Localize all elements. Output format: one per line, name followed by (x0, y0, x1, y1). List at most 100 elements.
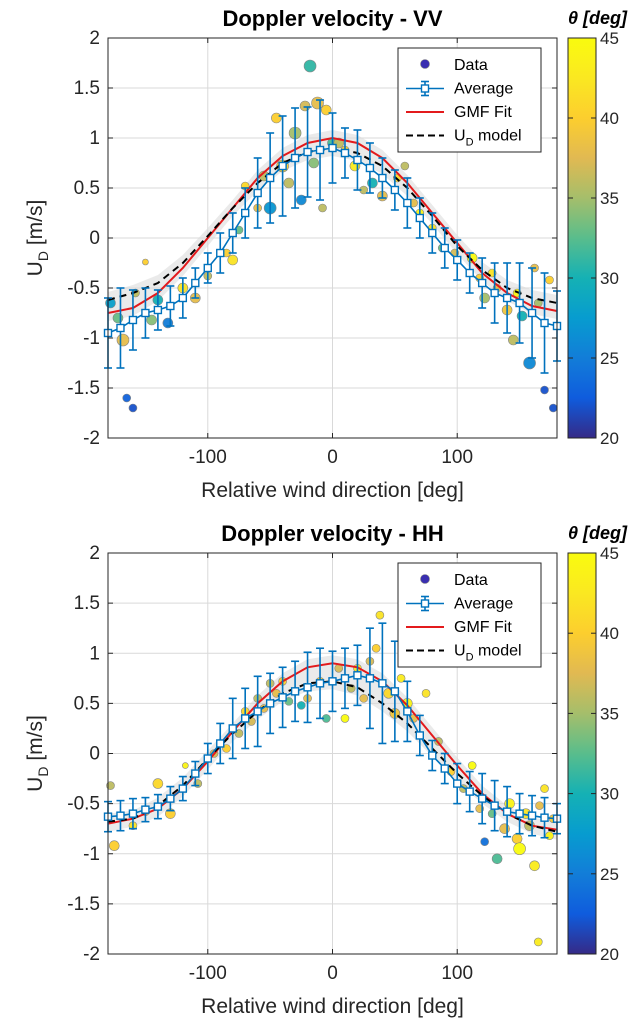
scatter-point (297, 701, 306, 710)
scatter-point (467, 761, 477, 770)
average-marker (453, 255, 462, 265)
scatter-point (491, 853, 503, 865)
y-tick-label: -1 (83, 328, 100, 349)
scatter-point (283, 177, 295, 189)
legend-average-marker (420, 599, 430, 608)
average-marker (340, 674, 350, 683)
average-marker (390, 185, 400, 195)
scatter-point (533, 937, 543, 947)
average-marker (378, 679, 387, 688)
x-tick-label: 0 (327, 963, 338, 984)
average-marker (153, 305, 163, 315)
average-marker (290, 687, 300, 696)
scatter-point (375, 610, 385, 620)
x-tick-label: 100 (441, 963, 473, 984)
average-marker (428, 751, 437, 760)
x-tick-label: 0 (327, 447, 338, 468)
colorbar-gradient-bar (567, 37, 597, 439)
scatter-point (499, 823, 510, 834)
colorbar-tick-label: 35 (600, 704, 619, 723)
y-axis-label: UD [m/s] (24, 200, 51, 277)
average-marker (178, 293, 188, 303)
scatter-point (222, 744, 231, 753)
legend-gmf-label: GMF Fit (454, 619, 512, 636)
average-marker (178, 784, 188, 793)
colorbar: 20 25 30 35 40 45θ [deg] (567, 8, 628, 448)
scatter-point (516, 310, 528, 322)
scatter-point (152, 778, 164, 789)
legend: Data Average GMF Fit UD model (397, 562, 542, 668)
legend-gmf-label: GMF Fit (454, 104, 512, 121)
colorbar-gradient-bar (567, 552, 597, 955)
scatter-point (128, 403, 138, 413)
colorbar-tick-label: 40 (600, 624, 619, 643)
colorbar-tick-label: 30 (600, 785, 619, 804)
y-tick-label: -1.5 (67, 894, 100, 915)
colorbar-tick-label: 25 (600, 865, 619, 884)
scatter-point (182, 762, 189, 769)
average-marker (203, 263, 212, 273)
average-marker (440, 243, 449, 253)
y-tick-label: -2 (83, 428, 100, 449)
average-marker (390, 687, 400, 696)
average-marker (365, 674, 375, 683)
scatter-point (271, 112, 282, 124)
chart-panel-vv: -100 0 100 -2 -1.5 -1 -0.5 0 0.5 1 1.5 2 Doppler vel… (24, 6, 628, 502)
average-marker (303, 147, 312, 157)
uncertainty-envelope (108, 655, 557, 840)
average-marker (440, 764, 449, 773)
y-tick-label: 0 (89, 744, 100, 765)
average-marker (490, 801, 499, 810)
average-marker (240, 208, 250, 218)
x-tick-label: -100 (189, 447, 227, 468)
average-marker (141, 308, 150, 318)
colorbar-tick-label: 20 (600, 429, 619, 448)
scatter-point (548, 403, 558, 413)
average-marker (428, 228, 437, 238)
legend-ud-label: UD model (454, 128, 522, 149)
scatter-point (371, 643, 381, 653)
scatter-point (303, 59, 317, 73)
scatter-point (227, 254, 239, 266)
y-tick-label: -2 (83, 944, 100, 965)
colorbar-tick-label: 40 (600, 109, 619, 128)
legend-data-label: Data (454, 57, 488, 74)
average-marker (502, 807, 512, 816)
scatter-point (504, 798, 515, 809)
average-marker (490, 288, 499, 298)
y-tick-label: 2 (89, 28, 100, 49)
uncertainty-envelope (108, 130, 557, 321)
scatter-point (142, 258, 149, 266)
x-tick-label: 100 (441, 447, 473, 468)
y-tick-label: -0.5 (67, 278, 100, 299)
average-marker (278, 693, 287, 702)
y-tick-label: 1 (89, 643, 100, 664)
average-marker (116, 811, 125, 820)
average-marker (540, 318, 549, 328)
scatter-point (318, 203, 327, 213)
y-tick-label: 1.5 (74, 593, 100, 614)
scatter-point (529, 860, 540, 872)
average-marker (515, 809, 524, 818)
legend-data-marker (420, 574, 430, 584)
average-marker (502, 293, 512, 303)
average-marker (290, 153, 300, 163)
average-marker (278, 161, 287, 171)
average-marker (128, 809, 138, 818)
colorbar-tick-label: 45 (600, 29, 619, 48)
average-marker (365, 163, 375, 173)
average-marker (477, 794, 487, 803)
average-marker (203, 754, 212, 763)
average-marker (191, 769, 200, 778)
y-tick-label: 0.5 (74, 693, 100, 714)
average-marker (228, 724, 237, 733)
y-tick-label: 1 (89, 128, 100, 149)
scatter-point (308, 157, 320, 169)
legend-data-marker (420, 59, 430, 69)
y-axis-label: UD [m/s] (24, 715, 51, 792)
average-marker (453, 779, 462, 788)
average-marker (216, 739, 225, 748)
y-tick-label: -1 (83, 844, 100, 865)
scatter-point (479, 292, 490, 304)
